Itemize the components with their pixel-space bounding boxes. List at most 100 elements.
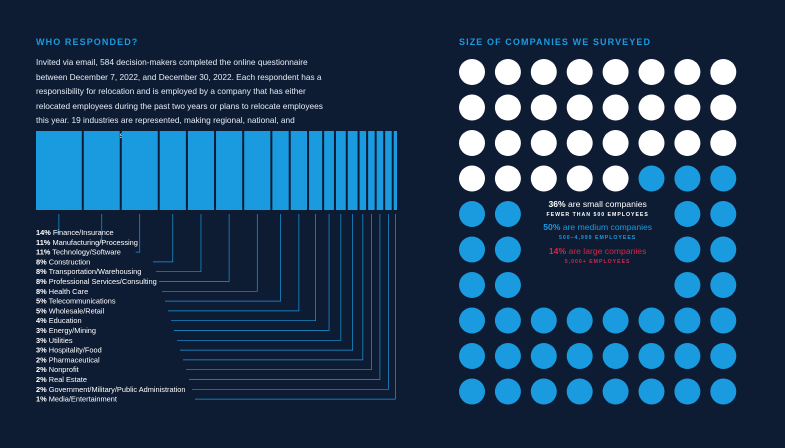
company-dot xyxy=(710,130,737,156)
company-dot xyxy=(566,94,593,121)
industry-leader-line xyxy=(135,214,141,253)
industry-bar-segment xyxy=(376,131,384,210)
company-dot xyxy=(530,307,557,334)
company-dot xyxy=(566,307,593,334)
company-dot xyxy=(494,201,521,227)
industry-bar-segment xyxy=(244,131,271,210)
company-dot xyxy=(674,343,701,369)
industry-leader-line xyxy=(180,214,354,351)
company-dot xyxy=(459,59,485,85)
company-dot xyxy=(602,94,629,121)
size-legend-sublabel: 5,000+ EMPLOYEES xyxy=(565,259,631,265)
company-dot xyxy=(530,165,557,192)
company-dot xyxy=(710,94,737,121)
industry-label: 5% Telecommunications xyxy=(36,297,116,306)
company-dot xyxy=(494,343,521,369)
size-legend-label: 14% are large companies xyxy=(549,246,646,256)
company-dot xyxy=(602,343,629,369)
industry-leader-line xyxy=(177,214,342,341)
company-dot xyxy=(674,94,701,121)
company-dot xyxy=(674,378,701,405)
industry-bar-segment xyxy=(121,131,158,210)
industry-leader-line xyxy=(165,214,281,302)
company-dot xyxy=(494,59,521,85)
who-responded-heading: WHO RESPONDED? xyxy=(36,37,139,47)
company-dot xyxy=(566,59,593,85)
industry-label: 4% Education xyxy=(36,316,82,325)
company-dot xyxy=(674,307,701,334)
company-dot xyxy=(494,236,521,263)
company-dot xyxy=(459,130,485,156)
industry-leader-line xyxy=(97,214,103,243)
industry-bar-segment xyxy=(290,131,308,210)
company-dot xyxy=(459,201,485,227)
company-dot xyxy=(494,94,521,121)
industry-label: 1% Media/Entertainment xyxy=(36,395,117,404)
company-dot xyxy=(638,307,665,334)
company-dot xyxy=(710,307,737,334)
company-dot xyxy=(530,130,557,156)
company-dot xyxy=(674,201,701,227)
size-legend-label: 50% are medium companies xyxy=(543,222,652,232)
company-dot xyxy=(710,59,737,85)
company-dot xyxy=(674,59,701,85)
industry-leader-line xyxy=(156,214,202,273)
size-legend-sublabel: FEWER THAN 500 EMPLOYEES xyxy=(546,212,648,218)
industry-leader-line xyxy=(189,214,381,380)
company-dot xyxy=(494,130,521,156)
company-dot xyxy=(674,165,701,192)
company-dot xyxy=(710,272,737,298)
industry-label: 3% Utilities xyxy=(36,336,73,345)
industry-leader-line xyxy=(168,214,300,312)
industry-leader-line xyxy=(195,214,396,400)
industry-label: 2% Pharmaceutical xyxy=(36,355,100,364)
company-dot xyxy=(494,378,521,405)
company-dot xyxy=(530,59,557,85)
industry-label: 5% Wholesale/Retail xyxy=(36,306,105,315)
company-dot xyxy=(638,130,665,156)
company-dot xyxy=(566,165,593,192)
company-dot xyxy=(602,378,629,405)
company-dot xyxy=(459,165,485,192)
size-legend-label: 36% are small companies xyxy=(548,199,646,209)
company-dot xyxy=(674,272,701,298)
company-dot xyxy=(602,165,629,192)
company-dot xyxy=(566,343,593,369)
industry-label: 2% Real Estate xyxy=(36,375,87,384)
industry-label: 14% Finance/Insurance xyxy=(36,228,114,237)
industry-bar-segment xyxy=(359,131,367,210)
company-dot xyxy=(674,236,701,263)
company-dot xyxy=(530,343,557,369)
industry-leader-line xyxy=(183,214,364,361)
industry-bar-segment xyxy=(83,131,120,210)
industry-leader-line xyxy=(54,214,60,233)
industry-label: 11% Technology/Software xyxy=(36,248,121,257)
company-dot xyxy=(530,378,557,405)
industry-bar-segment xyxy=(324,131,334,210)
industry-label: 8% Transportation/Warehousing xyxy=(36,267,141,276)
company-dot xyxy=(459,378,485,405)
company-dot xyxy=(459,307,485,334)
industry-leader-line xyxy=(162,214,258,292)
company-dot xyxy=(494,272,521,298)
company-dot xyxy=(638,94,665,121)
industry-label: 8% Professional Services/Consulting xyxy=(36,277,157,286)
company-size-heading: SIZE OF COMPANIES WE SURVEYED xyxy=(459,37,652,47)
industry-label: 3% Energy/Mining xyxy=(36,326,96,335)
company-dot xyxy=(674,130,701,156)
industry-leader-line xyxy=(192,214,389,390)
company-dot xyxy=(459,343,485,369)
company-dot xyxy=(459,94,485,121)
company-dot xyxy=(638,378,665,405)
industry-label: 2% Government/Military/Public Administra… xyxy=(36,385,186,394)
company-dot xyxy=(602,59,629,85)
industry-label: 3% Hospitality/Food xyxy=(36,346,102,355)
company-dot xyxy=(459,236,485,263)
industry-bar-segment xyxy=(368,131,375,210)
company-dot xyxy=(530,94,557,121)
company-dot xyxy=(566,378,593,405)
company-dot xyxy=(602,307,629,334)
size-legend-sublabel: 500–4,999 EMPLOYEES xyxy=(559,235,636,241)
